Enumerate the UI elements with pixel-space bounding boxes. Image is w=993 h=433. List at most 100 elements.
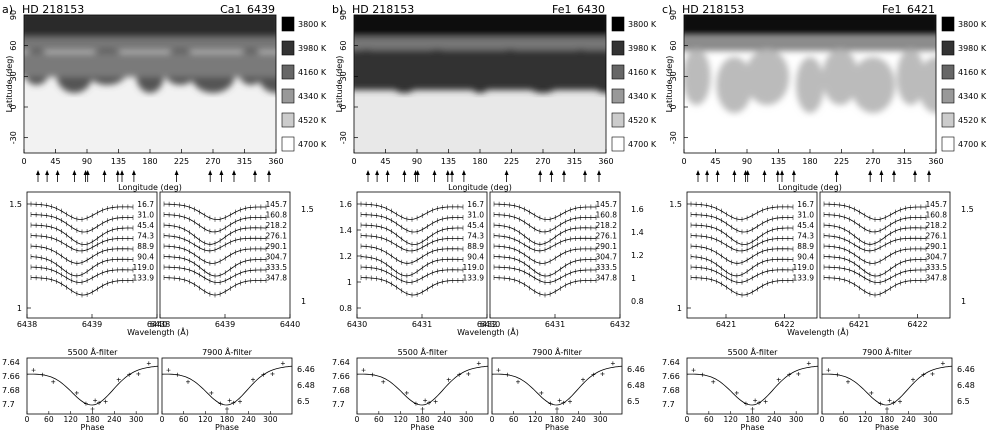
photometric-point (921, 372, 926, 377)
photometry-panel-7900: 7900 Å-filter 0 60 120 180 240 300 Phase (490, 346, 623, 432)
temperature-label: 4700 K (298, 140, 327, 149)
observation-arrowhead (705, 170, 710, 175)
phase-label: 333.5 (926, 263, 948, 272)
observation-arrowhead (267, 170, 271, 175)
flux-tick-label: 1 (677, 304, 682, 313)
lon-tick-label: 180 (142, 157, 157, 166)
phase-tick-label: 180 (85, 415, 100, 424)
phase-tick-label: 300 (923, 415, 938, 424)
lon-tick-label: 360 (928, 157, 943, 166)
spot (822, 49, 859, 105)
phase-label: 304.7 (926, 253, 948, 262)
photometric-point (846, 379, 850, 384)
temperature-swatch (941, 88, 955, 104)
flux-tick-label-right: 1.2 (631, 251, 644, 260)
filter-title: 5500 Å-filter (68, 346, 119, 357)
phase-label: 90.4 (797, 253, 814, 262)
lon-tick-label: 270 (205, 157, 220, 166)
filter-title: 7900 Å-filter (862, 346, 913, 357)
phase-tick-label: 180 (550, 415, 565, 424)
wavelength-tick-label: 6422 (907, 320, 927, 329)
phase-label: 90.4 (137, 253, 154, 262)
panel-tag: a) (2, 3, 13, 16)
spot (851, 57, 895, 113)
observation-arrowhead (892, 170, 896, 175)
phase-axis-label: Phase (215, 423, 239, 432)
panel-tag: c) (662, 3, 672, 16)
temperature-swatch (281, 16, 295, 32)
phase-label: 45.4 (797, 221, 814, 230)
photometry-panel-5500: 5500 Å-filter 0 60 120 180 240 300 Phase (685, 346, 819, 432)
star-name: HD 218153 (352, 3, 414, 16)
photometry-frame (821, 357, 953, 415)
flux-tick-label-right: 1.5 (961, 205, 974, 214)
lon-tick-label: 225 (174, 157, 189, 166)
phase-label: 31.0 (137, 211, 154, 220)
wavelength-tick-label: 6430 (480, 320, 500, 329)
magnitude-tick-label: 7.64 (332, 358, 350, 367)
lon-tick-label: 180 (472, 157, 487, 166)
spectral-line: Ca1_6439 (220, 3, 275, 16)
photometric-point (911, 377, 915, 382)
magnitude-tick-label: 7.68 (2, 386, 20, 395)
photometric-point (826, 368, 831, 373)
flux-tick-label: 0.8 (339, 304, 352, 313)
magnitude-tick-label: 7.68 (332, 386, 350, 395)
photometric-point (175, 372, 180, 377)
magnitude-tick-label: 7.7 (662, 400, 675, 409)
map-image (24, 15, 276, 153)
flux-tick-label: 1.6 (339, 200, 352, 209)
photometric-point (753, 398, 758, 403)
polar-fade (684, 37, 936, 51)
photometric-point (466, 371, 471, 376)
magnitude-tick-label: 7.66 (2, 372, 20, 381)
phase-tick-label: 120 (858, 415, 873, 424)
phase-label: 333.5 (596, 263, 618, 272)
observation-arrowhead (232, 170, 236, 175)
map-image (684, 15, 936, 153)
filter-title: 7900 Å-filter (202, 346, 253, 357)
lat-tick-label: 90 (9, 10, 18, 20)
observation-arrowhead (415, 170, 420, 175)
wavelength-tick-label: 6431 (545, 320, 565, 329)
lon-tick-label: 225 (834, 157, 849, 166)
lat-tick-label: 0 (9, 104, 18, 109)
lat-axis-label: Latitude (deg) (665, 56, 674, 113)
lat-tick-label: 60 (9, 41, 18, 51)
observation-arrowhead (102, 170, 107, 175)
photometric-point (166, 368, 171, 373)
phase-label: 276.1 (926, 232, 948, 241)
photometric-point (40, 372, 45, 377)
temperature-label: 3980 K (958, 44, 987, 53)
spot-belt (354, 50, 606, 90)
photometric-point (548, 401, 553, 406)
photometric-point (869, 390, 874, 395)
lon-tick-label: 315 (237, 157, 252, 166)
lon-tick-label: 315 (567, 157, 582, 166)
photometric-point (457, 372, 462, 377)
wavelength-tick-label: 6432 (477, 320, 497, 329)
photometric-point (700, 372, 705, 377)
flux-tick-label-right: 1 (631, 274, 636, 283)
photometric-point (581, 377, 585, 382)
photometry-frame (161, 357, 293, 415)
filter-title: 5500 Å-filter (728, 346, 779, 357)
phase-label: 145.7 (266, 200, 288, 209)
light-curve (356, 365, 489, 406)
profile-frame (819, 191, 951, 319)
photometric-point (516, 379, 520, 384)
photometric-point (591, 372, 596, 377)
phase-label: 45.4 (137, 221, 154, 230)
photometric-point (93, 398, 98, 403)
phase-label: 145.7 (596, 200, 618, 209)
panel-tag: b) (332, 3, 343, 16)
phase-tick-label: 300 (263, 415, 278, 424)
phase-tick-label: 300 (593, 415, 608, 424)
phase-tick-label: 180 (880, 415, 895, 424)
surface-map (353, 14, 607, 154)
photometric-point (757, 400, 762, 405)
spectral-line: Fe1_6430 (552, 3, 605, 16)
temperature-label: 4520 K (958, 116, 987, 125)
